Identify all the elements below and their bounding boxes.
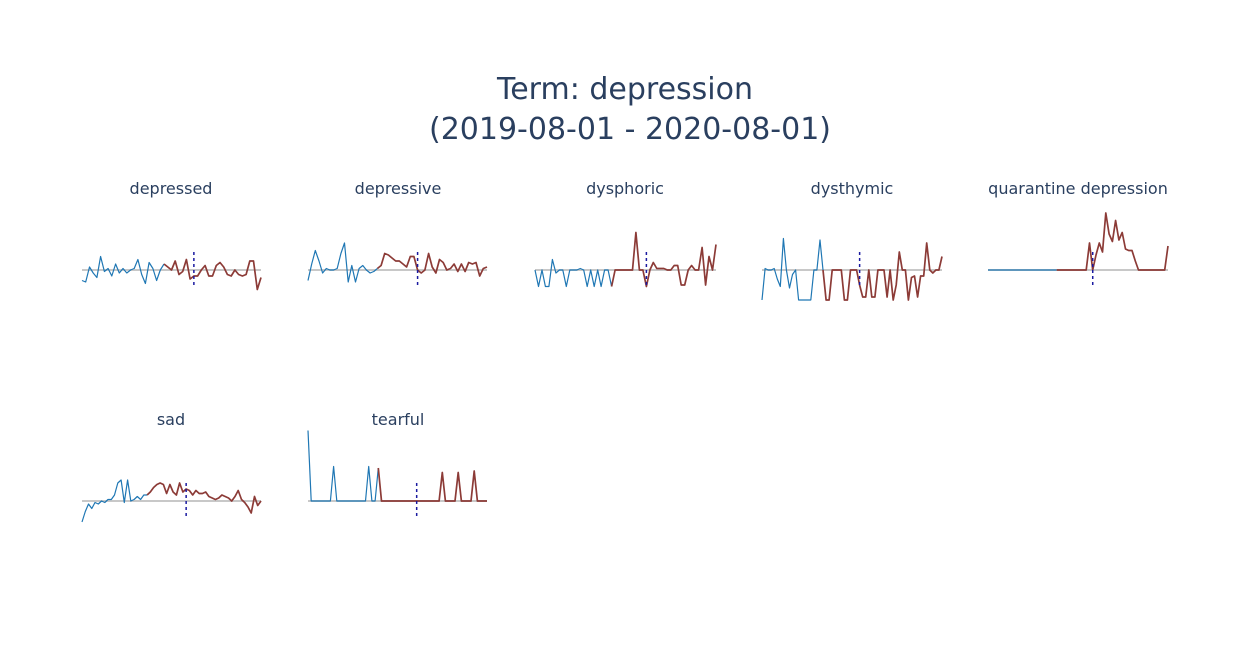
series-post-dysphoric [610, 231, 717, 288]
series-post-quarantine-depression [1056, 212, 1169, 271]
series-post-sad [146, 482, 262, 514]
panel-title-tearful: tearful [372, 410, 425, 429]
series-post-tearful [377, 467, 487, 502]
panel-sad: sad [81, 410, 262, 523]
panel-dysthymic: dysthymic [761, 179, 943, 301]
panel-title-dysphoric: dysphoric [586, 179, 664, 198]
panel-dysphoric: dysphoric [534, 179, 717, 288]
series-post-depressed [163, 258, 262, 291]
panel-title-quarantine-depression: quarantine depression [988, 179, 1168, 198]
panel-title-depressive: depressive [355, 179, 442, 198]
panel-quarantine-depression: quarantine depression [988, 179, 1169, 288]
series-pre-dysphoric [534, 258, 613, 288]
series-pre-dysthymic [761, 237, 824, 301]
series-pre-tearful [307, 430, 379, 502]
series-post-dysthymic [822, 242, 943, 301]
series-pre-depressed [81, 255, 165, 285]
chart-title-line-2: (2019-08-01 - 2020-08-01) [429, 112, 831, 147]
series-pre-sad [81, 479, 148, 523]
panel-title-depressed: depressed [130, 179, 213, 198]
chart-title-line-1: Term: depression [496, 72, 753, 107]
panel-depressed: depressed [81, 179, 262, 291]
panel-title-dysthymic: dysthymic [811, 179, 894, 198]
panel-title-sad: sad [157, 410, 185, 429]
series-pre-depressive [307, 242, 378, 283]
series-post-depressive [376, 252, 488, 277]
panel-tearful: tearful [307, 410, 487, 519]
panel-depressive: depressive [307, 179, 488, 288]
